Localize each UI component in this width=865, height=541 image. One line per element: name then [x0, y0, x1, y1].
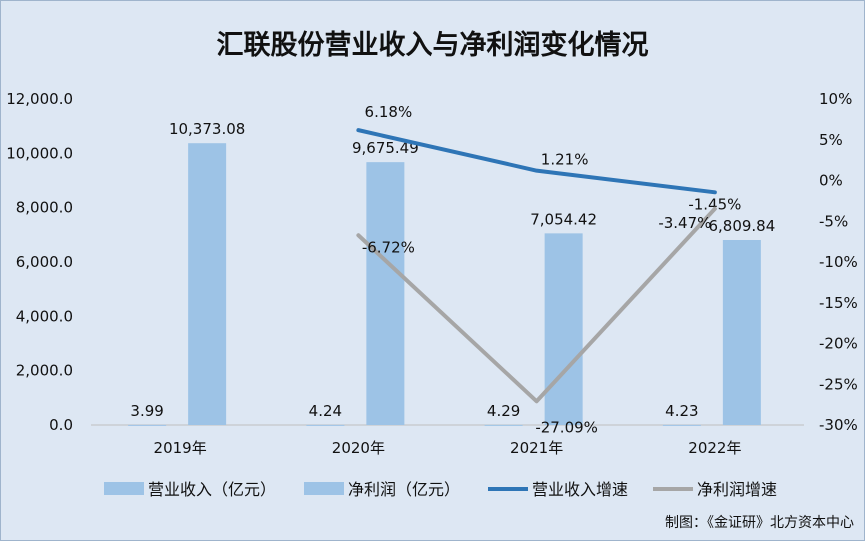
x-axis-tick-label: 2019年: [154, 439, 207, 457]
bar-net-profit: [188, 143, 227, 425]
chart-title: 汇联股份营业收入与净利润变化情况: [216, 30, 649, 61]
chart-credit: 制图：《金证研》北方资本中心: [665, 515, 854, 531]
left-axis-tick-label: 12,000.0: [6, 90, 73, 108]
line-data-label: 1.21%: [541, 151, 589, 169]
left-axis-tick-label: 4,000.0: [16, 307, 73, 325]
left-axis-tick-label: 10,000.0: [6, 144, 73, 162]
left-axis-tick-label: 8,000.0: [16, 199, 73, 217]
bar-data-label: 3.99: [130, 402, 163, 420]
left-axis-tick-label: 6,000.0: [16, 253, 73, 271]
right-axis-tick-label: 5%: [819, 131, 843, 149]
bar-data-label: 7,054.42: [530, 210, 597, 228]
bar-data-label: 6,809.84: [708, 217, 775, 235]
bar-revenue: [128, 424, 167, 426]
legend-label: 净利润增速: [697, 480, 777, 499]
bar-data-label: 10,373.08: [169, 120, 245, 138]
legend-swatch: [304, 482, 344, 495]
legend-swatch: [104, 482, 144, 495]
line-data-label: 6.18%: [365, 103, 413, 121]
x-axis-tick-label: 2020年: [332, 439, 385, 457]
revenue-growth-line: [356, 128, 717, 195]
right-axis-tick-label: -15%: [819, 294, 858, 312]
right-axis-tick-label: -5%: [819, 212, 848, 230]
bar-revenue: [662, 424, 701, 426]
legend-label: 净利润（亿元）: [348, 480, 460, 499]
bar-data-label: 4.23: [665, 402, 698, 420]
bar-data-label: 4.24: [309, 402, 342, 420]
right-axis-tick-label: -30%: [819, 416, 858, 434]
bar-net-profit: [366, 162, 405, 426]
bar-data-label: 4.29: [487, 402, 520, 420]
right-axis-tick-label: -10%: [819, 253, 858, 271]
bar-data-label: 9,675.49: [352, 139, 419, 157]
legend-label: 营业收入增速: [532, 480, 628, 499]
line-data-label: -27.09%: [535, 418, 598, 436]
bar-revenue: [306, 424, 345, 426]
line-data-label: -1.45%: [688, 195, 741, 213]
bar-net-profit: [544, 233, 583, 425]
right-axis-tick-label: 10%: [819, 90, 852, 108]
x-axis-tick-label: 2022年: [688, 439, 741, 457]
x-axis-tick-label: 2021年: [510, 439, 563, 457]
left-axis-tick-label: 2,000.0: [16, 362, 73, 380]
net-profit-growth-line: [356, 206, 717, 404]
bar-net-profit: [722, 239, 761, 425]
line-data-label: -3.47%: [658, 214, 711, 232]
right-axis-tick-label: -20%: [819, 335, 858, 353]
left-axis-tick-label: 0.0: [49, 416, 73, 434]
bar-revenue: [484, 424, 523, 426]
right-axis-tick-label: -25%: [819, 375, 858, 393]
legend-label: 营业收入（亿元）: [148, 480, 276, 499]
line-data-label: -6.72%: [362, 238, 415, 256]
right-axis-tick-label: 0%: [819, 172, 843, 190]
